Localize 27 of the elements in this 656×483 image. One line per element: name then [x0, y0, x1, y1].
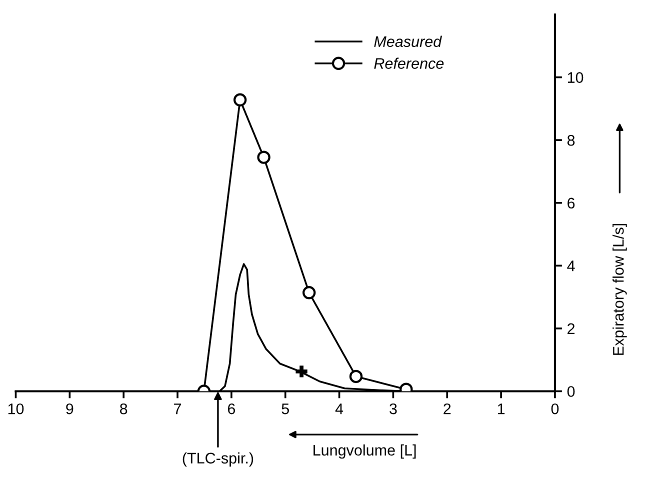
y-tick-label: 2 — [568, 323, 575, 334]
point — [296, 366, 308, 378]
annotation: (TLC-spir.) — [182, 452, 254, 467]
x-tick-label: 1 — [498, 404, 505, 414]
y-tick-label: 6 — [568, 198, 575, 209]
x-tick-label: 7 — [174, 404, 181, 414]
x-tick-label: 5 — [282, 404, 289, 414]
x-tick-label: 9 — [66, 403, 74, 414]
x-tick-label: 2 — [444, 403, 451, 414]
x-axis-title: Lungvolume [L] — [314, 444, 416, 459]
point — [349, 370, 363, 384]
x-tick-label: 6 — [228, 403, 236, 414]
x-tick-label: 10 — [8, 403, 24, 414]
y-axis-title: Expiratory flow [L/s] — [612, 224, 627, 355]
y-tick-label: 4 — [567, 260, 575, 272]
legend-label: Reference — [374, 58, 444, 69]
y-tick-label: 0 — [567, 386, 575, 397]
x-tick-label: 8 — [120, 403, 128, 414]
point — [257, 150, 270, 164]
point — [302, 286, 316, 300]
x-tick-label: 0 — [551, 403, 559, 414]
y-tick-label: 8 — [567, 134, 575, 146]
point — [233, 93, 247, 106]
y-tick-label: 10 — [568, 72, 584, 83]
legend-label: Measured — [374, 36, 442, 48]
x-tick-label: 3 — [390, 403, 397, 414]
x-tick-label: 4 — [335, 404, 344, 414]
